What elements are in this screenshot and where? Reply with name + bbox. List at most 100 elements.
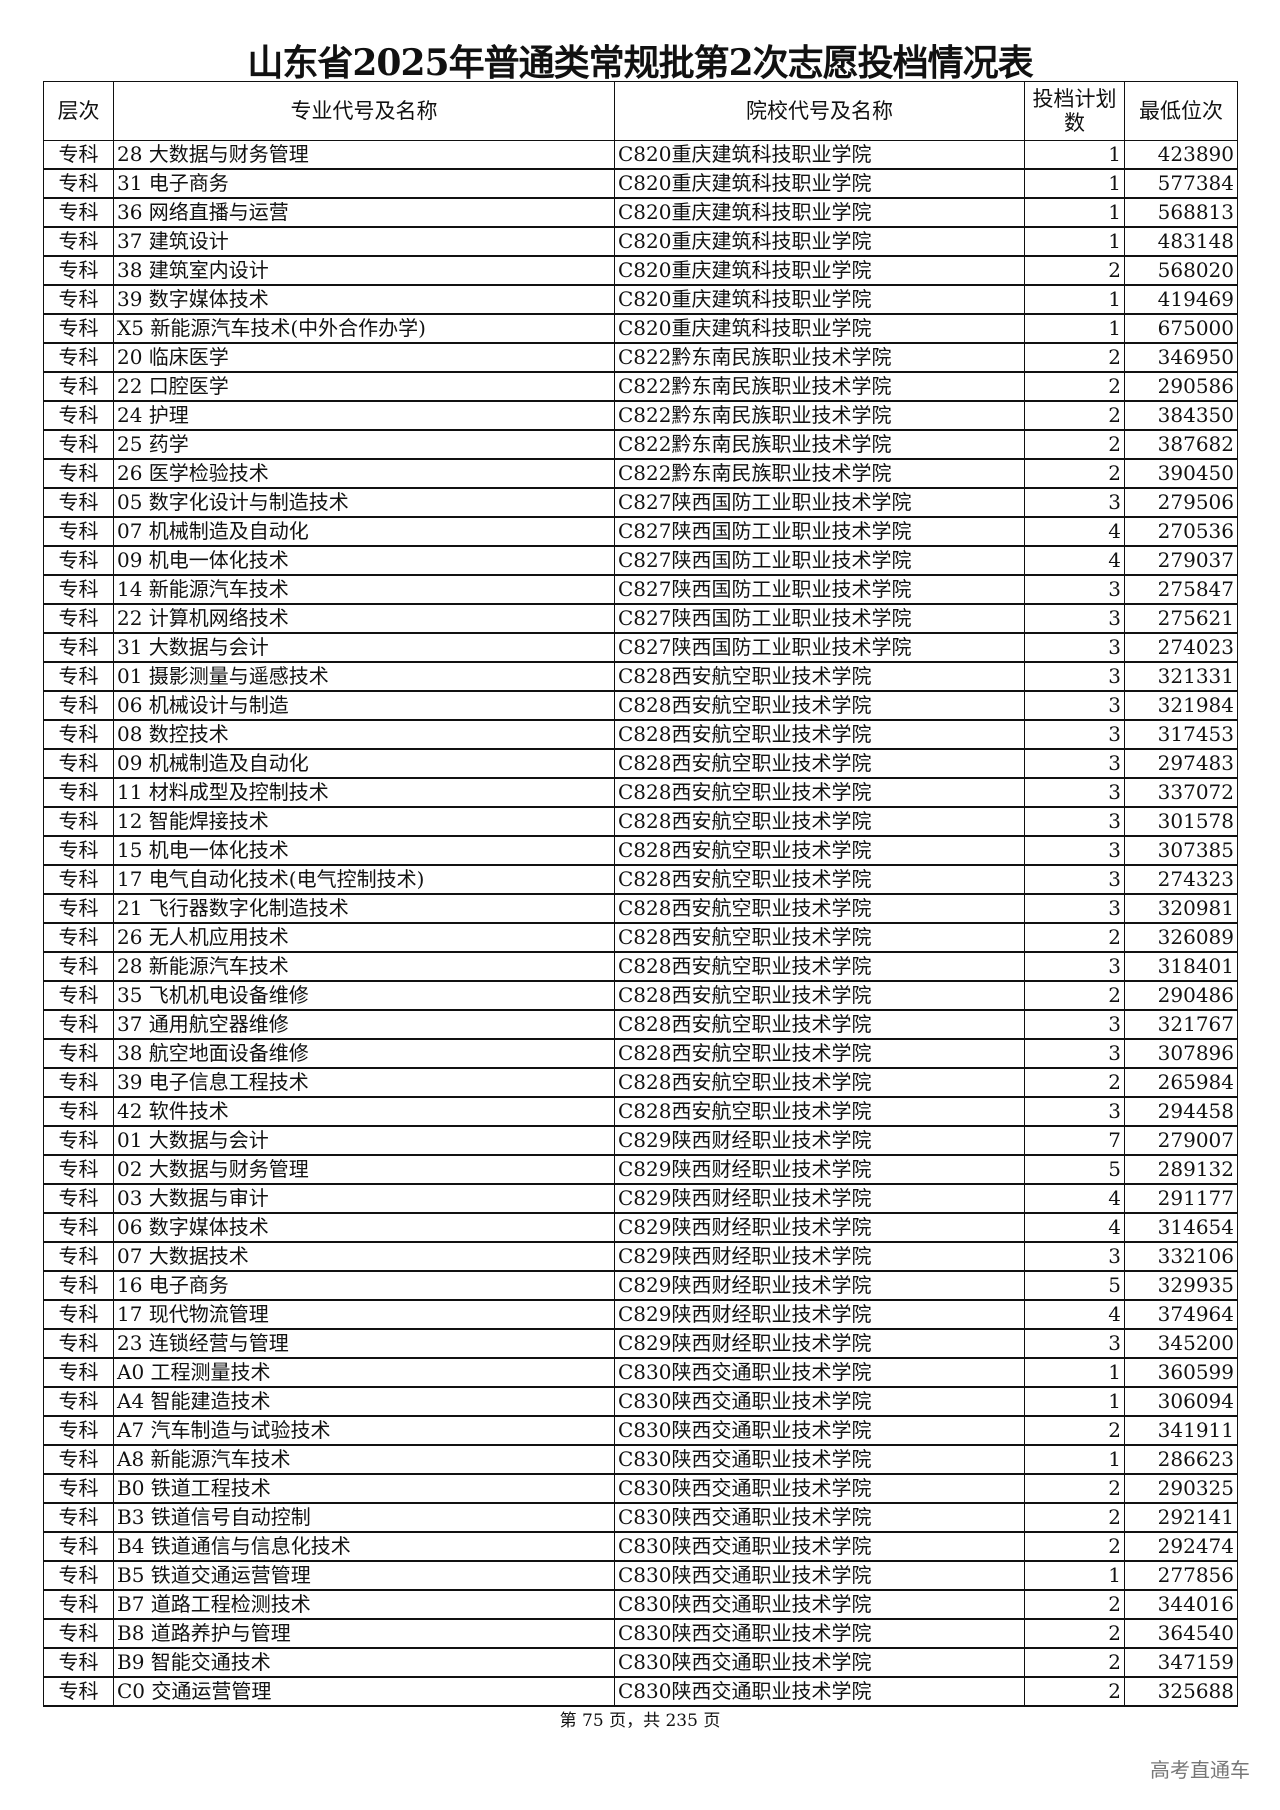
cell-school: C820重庆建筑科技职业学院 — [614, 313, 1025, 344]
table-row: 专科 15 机电一体化技术 C828西安航空职业技术学院 3 307385 — [43, 835, 1238, 866]
cell-level: 专科 — [43, 1009, 114, 1040]
cell-school: C827陕西国防工业职业技术学院 — [614, 545, 1025, 576]
cell-level: 专科 — [43, 690, 114, 721]
cell-min-rank: 294458 — [1124, 1096, 1238, 1127]
cell-min-rank: 364540 — [1124, 1618, 1238, 1649]
cell-major: 23 连锁经营与管理 — [113, 1328, 615, 1359]
cell-min-rank: 291177 — [1124, 1183, 1238, 1214]
table-row: 专科 25 药学 C822黔东南民族职业技术学院 2 387682 — [43, 429, 1238, 460]
cell-school: C828西安航空职业技术学院 — [614, 1096, 1025, 1127]
cell-school: C827陕西国防工业职业技术学院 — [614, 632, 1025, 663]
cell-major: 31 大数据与会计 — [113, 632, 615, 663]
cell-major: A0 工程测量技术 — [113, 1357, 615, 1388]
cell-major: 39 电子信息工程技术 — [113, 1067, 615, 1098]
cell-level: 专科 — [43, 168, 114, 199]
cell-min-rank: 568813 — [1124, 197, 1238, 228]
cell-major: 37 建筑设计 — [113, 226, 615, 257]
cell-major: B4 铁道通信与信息化技术 — [113, 1531, 615, 1562]
cell-school: C827陕西国防工业职业技术学院 — [614, 574, 1025, 605]
cell-plan: 2 — [1024, 371, 1125, 402]
cell-level: 专科 — [43, 140, 114, 170]
cell-level: 专科 — [43, 1299, 114, 1330]
cell-level: 专科 — [43, 1357, 114, 1388]
cell-major: 39 数字媒体技术 — [113, 284, 615, 315]
cell-school: C829陕西财经职业技术学院 — [614, 1270, 1025, 1301]
cell-min-rank: 290586 — [1124, 371, 1238, 402]
cell-plan: 5 — [1024, 1154, 1125, 1185]
table-row: 专科 39 电子信息工程技术 C828西安航空职业技术学院 2 265984 — [43, 1067, 1238, 1098]
cell-plan: 3 — [1024, 864, 1125, 895]
cell-school: C822黔东南民族职业技术学院 — [614, 429, 1025, 460]
cell-school: C828西安航空职业技术学院 — [614, 951, 1025, 982]
cell-min-rank: 301578 — [1124, 806, 1238, 837]
cell-min-rank: 275621 — [1124, 603, 1238, 634]
cell-plan: 2 — [1024, 400, 1125, 431]
cell-school: C830陕西交通职业技术学院 — [614, 1415, 1025, 1446]
cell-plan: 3 — [1024, 777, 1125, 808]
cell-major: 22 口腔医学 — [113, 371, 615, 402]
cell-major: 31 电子商务 — [113, 168, 615, 199]
table-body: 专科 28 大数据与财务管理 C820重庆建筑科技职业学院 1 423890 专科 31 电… — [43, 140, 1238, 1707]
table-row: 专科 02 大数据与财务管理 C829陕西财经职业技术学院 5 289132 — [43, 1154, 1238, 1185]
cell-plan: 3 — [1024, 1096, 1125, 1127]
cell-plan: 3 — [1024, 487, 1125, 518]
cell-plan: 4 — [1024, 545, 1125, 576]
cell-major: 26 无人机应用技术 — [113, 922, 615, 953]
cell-level: 专科 — [43, 429, 114, 460]
cell-plan: 1 — [1024, 284, 1125, 315]
cell-major: 06 数字媒体技术 — [113, 1212, 615, 1243]
cell-min-rank: 314654 — [1124, 1212, 1238, 1243]
table-row: 专科 A8 新能源汽车技术 C830陕西交通职业技术学院 1 286623 — [43, 1444, 1238, 1475]
cell-school: C828西安航空职业技术学院 — [614, 806, 1025, 837]
cell-min-rank: 374964 — [1124, 1299, 1238, 1330]
cell-plan: 2 — [1024, 1618, 1125, 1649]
cell-plan: 3 — [1024, 1328, 1125, 1359]
cell-school: C828西安航空职业技术学院 — [614, 661, 1025, 692]
cell-min-rank: 318401 — [1124, 951, 1238, 982]
table-row: 专科 A4 智能建造技术 C830陕西交通职业技术学院 1 306094 — [43, 1386, 1238, 1417]
cell-school: C822黔东南民族职业技术学院 — [614, 400, 1025, 431]
table-row: 专科 B4 铁道通信与信息化技术 C830陕西交通职业技术学院 2 292474 — [43, 1531, 1238, 1562]
cell-min-rank: 275847 — [1124, 574, 1238, 605]
cell-level: 专科 — [43, 1531, 114, 1562]
cell-plan: 3 — [1024, 748, 1125, 779]
cell-major: 38 建筑室内设计 — [113, 255, 615, 286]
cell-min-rank: 390450 — [1124, 458, 1238, 489]
cell-plan: 4 — [1024, 1212, 1125, 1243]
cell-major: 03 大数据与审计 — [113, 1183, 615, 1214]
cell-min-rank: 344016 — [1124, 1589, 1238, 1620]
cell-min-rank: 329935 — [1124, 1270, 1238, 1301]
cell-level: 专科 — [43, 1415, 114, 1446]
cell-major: 07 大数据技术 — [113, 1241, 615, 1272]
cell-school: C822黔东南民族职业技术学院 — [614, 458, 1025, 489]
cell-major: 37 通用航空器维修 — [113, 1009, 615, 1040]
table-row: 专科 23 连锁经营与管理 C829陕西财经职业技术学院 3 345200 — [43, 1328, 1238, 1359]
cell-plan: 1 — [1024, 197, 1125, 228]
cell-school: C820重庆建筑科技职业学院 — [614, 140, 1025, 170]
cell-plan: 3 — [1024, 951, 1125, 982]
cell-level: 专科 — [43, 719, 114, 750]
table-row: 专科 38 建筑室内设计 C820重庆建筑科技职业学院 2 568020 — [43, 255, 1238, 286]
cell-min-rank: 279037 — [1124, 545, 1238, 576]
table-row: 专科 17 现代物流管理 C829陕西财经职业技术学院 4 374964 — [43, 1299, 1238, 1330]
cell-level: 专科 — [43, 313, 114, 344]
cell-min-rank: 274023 — [1124, 632, 1238, 663]
cell-plan: 3 — [1024, 1009, 1125, 1040]
cell-level: 专科 — [43, 835, 114, 866]
cell-major: 09 机械制造及自动化 — [113, 748, 615, 779]
cell-school: C828西安航空职业技术学院 — [614, 1038, 1025, 1069]
cell-school: C828西安航空职业技术学院 — [614, 1067, 1025, 1098]
cell-plan: 2 — [1024, 1067, 1125, 1098]
cell-level: 专科 — [43, 951, 114, 982]
cell-min-rank: 675000 — [1124, 313, 1238, 344]
cell-level: 专科 — [43, 1154, 114, 1185]
table-row: 专科 24 护理 C822黔东南民族职业技术学院 2 384350 — [43, 400, 1238, 431]
cell-major: 02 大数据与财务管理 — [113, 1154, 615, 1185]
cell-school: C820重庆建筑科技职业学院 — [614, 255, 1025, 286]
cell-plan: 2 — [1024, 458, 1125, 489]
cell-school: C830陕西交通职业技术学院 — [614, 1560, 1025, 1591]
cell-min-rank: 290325 — [1124, 1473, 1238, 1504]
cell-level: 专科 — [43, 777, 114, 808]
table-row: 专科 B0 铁道工程技术 C830陕西交通职业技术学院 2 290325 — [43, 1473, 1238, 1504]
table-row: 专科 X5 新能源汽车技术(中外合作办学) C820重庆建筑科技职业学院 1 67500… — [43, 313, 1238, 344]
